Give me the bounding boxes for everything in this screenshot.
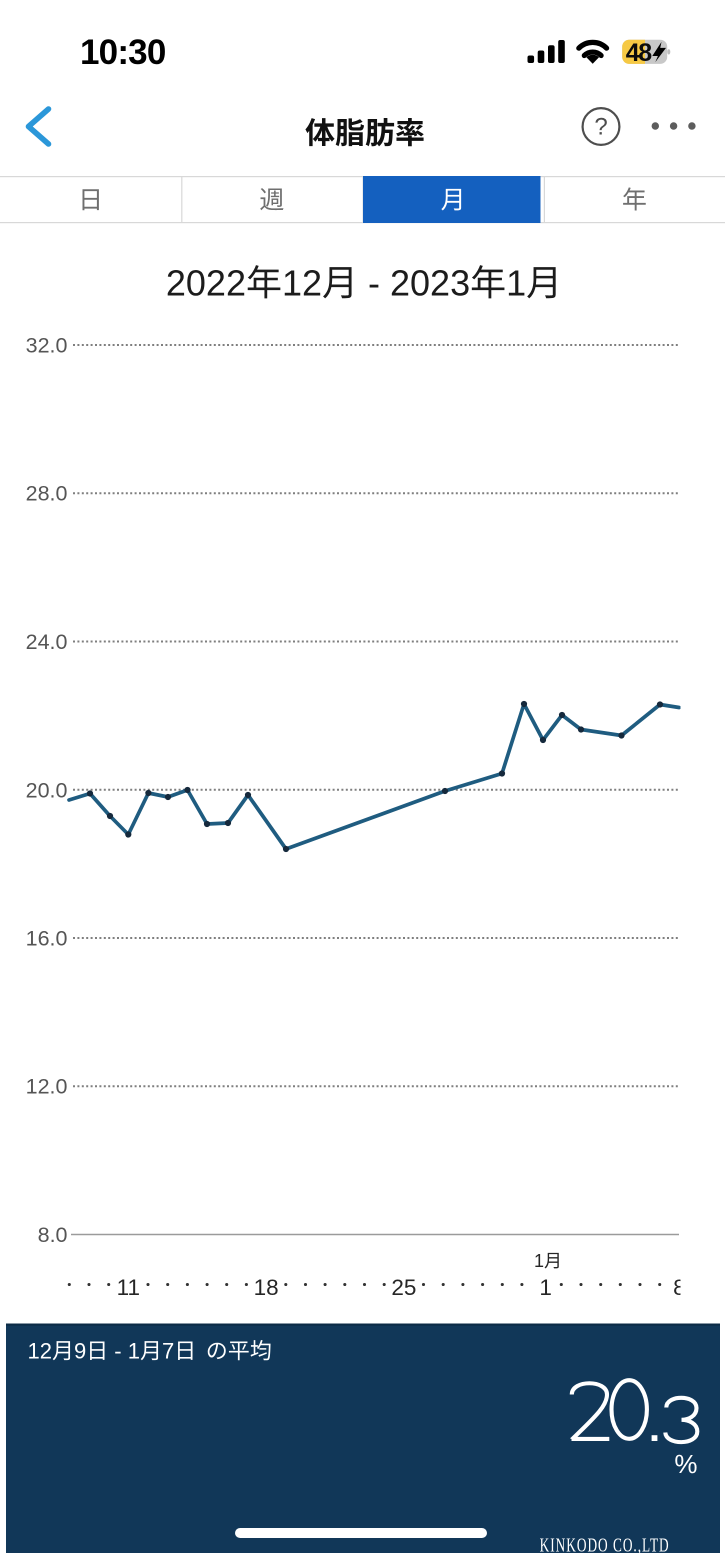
svg-text:11: 11 [117, 1275, 140, 1300]
svg-text:7: 7 [162, 1339, 174, 1364]
svg-text:9: 9 [74, 1339, 86, 1364]
svg-text:12: 12 [282, 263, 322, 304]
svg-text:8: 8 [673, 1275, 686, 1300]
svg-text:48: 48 [626, 39, 652, 67]
svg-text:18: 18 [254, 1275, 279, 1300]
svg-text:1: 1 [128, 1339, 140, 1364]
svg-text:%: % [674, 1449, 697, 1479]
svg-text:8.0: 8.0 [38, 1223, 68, 1247]
svg-text:25: 25 [391, 1275, 416, 1300]
svg-text:1: 1 [534, 1251, 544, 1271]
svg-text:12.0: 12.0 [26, 1075, 68, 1099]
svg-text:?: ? [594, 114, 607, 141]
svg-text:16.0: 16.0 [26, 927, 68, 951]
svg-text:12: 12 [28, 1339, 52, 1364]
svg-text:24.0: 24.0 [26, 630, 68, 654]
svg-text:1: 1 [539, 1275, 552, 1300]
svg-text:2022: 2022 [166, 263, 246, 304]
svg-text:32.0: 32.0 [26, 334, 68, 358]
svg-text:20.0: 20.0 [26, 778, 68, 802]
svg-text:-: - [108, 1339, 128, 1364]
svg-text:-: - [358, 263, 390, 304]
svg-text:KINKODO CO.,LTD: KINKODO CO.,LTD [540, 1534, 670, 1556]
svg-text:1: 1 [506, 263, 526, 304]
svg-text:2023: 2023 [390, 263, 470, 304]
svg-text:28.0: 28.0 [26, 482, 68, 506]
